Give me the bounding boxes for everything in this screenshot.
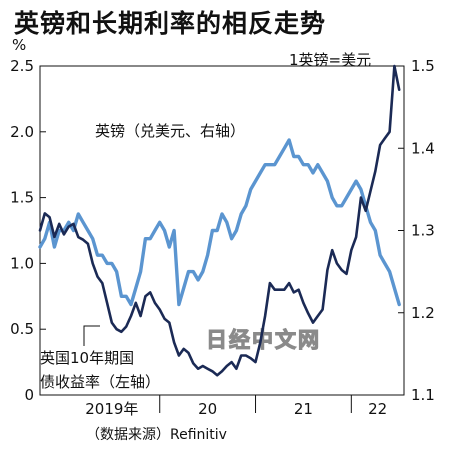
x-tick-label: 21: [294, 400, 313, 418]
x-tick-label: 20: [198, 400, 217, 418]
left-tick-label: 2.5: [10, 57, 34, 75]
series-layer: [38, 64, 401, 377]
left-axis-unit: %: [12, 36, 26, 54]
right-axis-unit-label: 1英镑=美元: [289, 51, 371, 69]
watermark: 日经中文网: [206, 328, 321, 352]
right-tick-label: 1.1: [411, 386, 435, 404]
right-axis-ticks: 1.1 1.2 1.3 1.4 1.5: [398, 57, 435, 404]
left-tick-label: 2.0: [10, 123, 34, 141]
left-tick-label: 1.0: [10, 254, 34, 272]
right-tick-label: 1.3: [411, 222, 435, 240]
right-tick-label: 1.2: [411, 304, 435, 322]
right-tick-label: 1.5: [411, 57, 435, 75]
chart-title: 英镑和长期利率的相反走势: [14, 9, 327, 38]
yield-series-line: [38, 64, 401, 377]
left-tick-label: 1.5: [10, 189, 34, 207]
left-tick-label: 0.5: [10, 320, 34, 338]
x-axis-ticks: 2019年 20 21 22: [85, 395, 387, 418]
yield-series-label-line1: 英国10年期国: [40, 349, 134, 367]
pound-series-label: 英镑（兑美元、右轴）: [95, 122, 245, 140]
right-tick-label: 1.4: [411, 139, 435, 157]
x-tick-label: 22: [368, 400, 387, 418]
yield-series-label-line2: 债收益率（左轴）: [40, 373, 160, 391]
x-tick-label: 2019年: [85, 400, 138, 418]
left-tick-label: 0: [24, 386, 34, 404]
pound-series-line: [38, 138, 401, 307]
left-axis-ticks: 0 0.5 1.0 1.5 2.0 2.5: [10, 57, 46, 404]
yield-label-leader: [83, 325, 100, 346]
data-source: （数据来源）Refinitiv: [86, 427, 227, 443]
